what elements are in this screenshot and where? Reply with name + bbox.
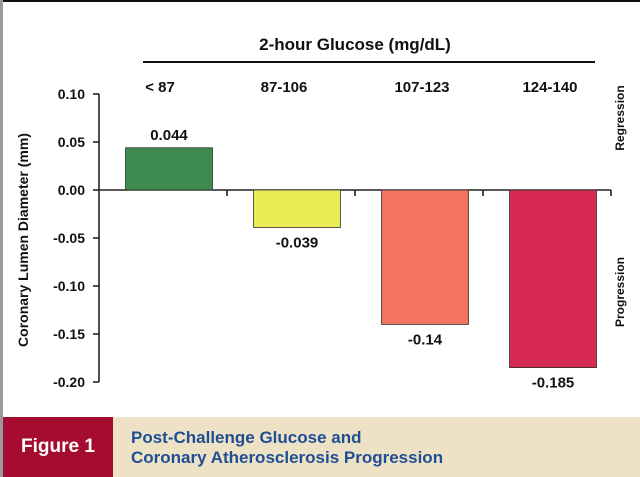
y-tick-label: -0.10 [53,278,85,294]
category-label: 124-140 [522,79,577,96]
figure-title-line-1: Post-Challenge Glucose and [131,428,362,447]
figure-caption: Figure 1 Post-Challenge Glucose and Coro… [3,417,640,477]
progression-label: Progression [613,257,627,327]
bar [509,189,597,369]
data-label: -0.039 [276,234,319,251]
y-tick-label: -0.05 [53,230,85,246]
x-axis-title: 2-hour Glucose (mg/dL) [259,35,451,54]
y-axis-title: Coronary Lumen Diameter (mm) [15,133,31,347]
bar [125,147,213,191]
y-tick-label: 0.00 [58,182,85,198]
y-tick-label: 0.10 [58,86,85,102]
y-tick-label: -0.15 [53,326,85,342]
data-label: -0.14 [408,331,443,348]
bar-chart: 2-hour Glucose (mg/dL) < 87 87-106 107-123… [15,35,627,392]
y-tick-label: 0.05 [58,134,85,150]
figure-title: Post-Challenge Glucose and Coronary Athe… [131,428,443,468]
data-label: -0.185 [532,375,575,392]
category-label: < 87 [145,79,175,96]
regression-label: Regression [613,85,627,150]
bar [253,189,341,228]
left-border [0,0,3,477]
figure-title-line-2: Coronary Atherosclerosis Progression [131,448,444,467]
category-label: 107-123 [394,79,449,96]
data-label: 0.044 [150,127,188,144]
figure-label: Figure 1 [3,417,113,477]
y-tick-label: -0.20 [53,374,85,390]
category-label: 87-106 [261,79,308,96]
top-border [0,0,640,2]
bar [381,189,469,325]
